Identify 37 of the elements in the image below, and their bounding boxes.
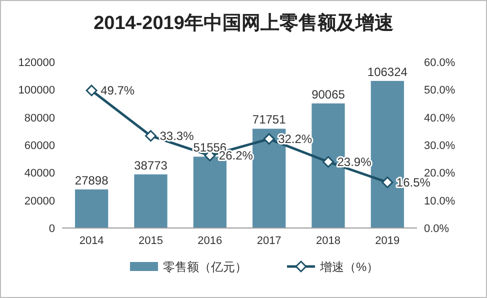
bar xyxy=(134,174,168,228)
point xyxy=(322,156,334,168)
legend-label: 零售额（亿元） xyxy=(163,260,247,274)
y-tick-label: 0 xyxy=(48,223,55,235)
data-label: 49.7% xyxy=(100,83,135,98)
legend-label: 增速（%） xyxy=(319,260,379,274)
y-tick-label: 20000 xyxy=(24,195,55,208)
x-tick-label: 2015 xyxy=(138,235,163,247)
y2-tick-label: 30.0% xyxy=(424,140,456,152)
point xyxy=(263,133,275,145)
point xyxy=(86,84,98,96)
y-tick-label: 120000 xyxy=(18,57,55,69)
x-tick-label: 2016 xyxy=(198,235,222,247)
bar xyxy=(75,189,108,228)
y-tick-label: 80000 xyxy=(24,112,55,124)
y2-tick-label: 0.0% xyxy=(424,223,450,235)
data-label: 106324 xyxy=(367,64,408,79)
y-tick-label: 60000 xyxy=(24,140,55,152)
point xyxy=(145,130,156,142)
data-label: 71751 xyxy=(252,112,286,127)
y-tick-label: 40000 xyxy=(24,168,55,180)
x-tick-label: 2018 xyxy=(316,235,340,247)
y2-tick-label: 50.0% xyxy=(424,84,456,97)
data-label: 38773 xyxy=(134,158,168,172)
x-tick-label: 2014 xyxy=(79,235,104,247)
y2-tick-label: 40.0% xyxy=(424,112,456,124)
data-label: 90065 xyxy=(312,87,346,102)
point xyxy=(382,176,394,188)
y-tick-label: 100000 xyxy=(18,84,55,97)
data-label: 33.3% xyxy=(160,128,194,143)
y2-tick-label: 10.0% xyxy=(424,195,456,208)
x-tick-label: 2019 xyxy=(375,235,400,247)
chart-title: 2014-2019年中国网上零售额及增速 xyxy=(94,12,394,34)
y2-tick-label: 20.0% xyxy=(424,168,456,180)
y2-tick-label: 60.0% xyxy=(424,57,456,69)
x-tick-label: 2017 xyxy=(256,235,282,247)
data-label: 27898 xyxy=(74,173,109,188)
